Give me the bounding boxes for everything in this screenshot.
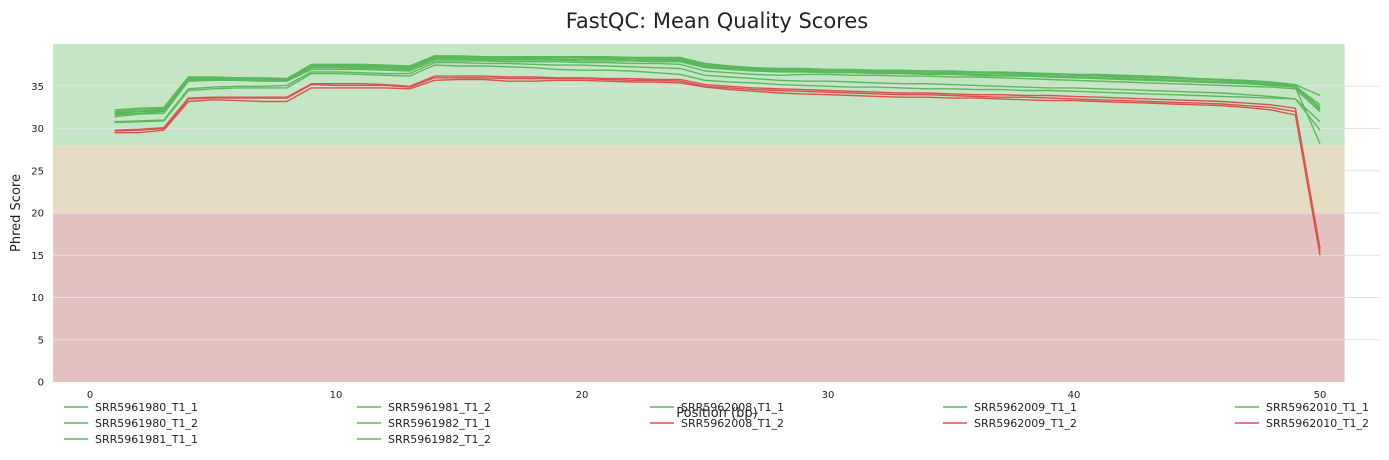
x-tick-label: 10 xyxy=(330,390,343,401)
legend-item[interactable]: SRR5962010_T1_1 xyxy=(1235,401,1369,414)
y-axis-label: Phred Score xyxy=(9,174,24,252)
series-line-SRR5962009_T1_2[interactable] xyxy=(114,78,1321,256)
legend-label: SRR5962009_T1_1 xyxy=(974,401,1077,414)
series-line-SRR5962010_T1_2[interactable] xyxy=(114,77,1321,253)
legend-item[interactable]: SRR5962009_T1_2 xyxy=(943,417,1077,430)
y-tick-label: 0 xyxy=(38,378,44,389)
legend-item[interactable]: SRR5962008_T1_1 xyxy=(650,401,784,414)
series-line-SRR5962010_T1_1[interactable] xyxy=(114,57,1321,114)
series-lines xyxy=(114,55,1321,256)
legend-label: SRR5962008_T1_1 xyxy=(681,401,784,414)
legend-label: SRR5962010_T1_1 xyxy=(1266,401,1369,414)
y-axis-ticks: 0 5 10 15 20 25 30 35 xyxy=(31,82,44,389)
x-tick-label: 40 xyxy=(1068,390,1081,401)
legend-item[interactable]: SRR5961982_T1_2 xyxy=(357,433,491,446)
series-line-SRR5962009_T1_1[interactable] xyxy=(114,56,1321,114)
legend-item[interactable]: SRR5961980_T1_1 xyxy=(64,401,198,414)
legend-label: SRR5961981_T1_1 xyxy=(95,433,198,446)
series-line-SRR5961980_T1_2[interactable] xyxy=(114,64,1321,131)
series-line-SRR5961981_T1_2[interactable] xyxy=(114,61,1321,123)
legend-label: SRR5961981_T1_2 xyxy=(388,401,491,414)
legend-label: SRR5961982_T1_2 xyxy=(388,433,491,446)
y-tick-label: 15 xyxy=(31,251,44,262)
series-line-SRR5961981_T1_1[interactable] xyxy=(114,55,1321,111)
legend-label: SRR5962010_T1_2 xyxy=(1266,417,1369,430)
series-line-SRR5961982_T1_2[interactable] xyxy=(114,60,1321,118)
series-line-SRR5961980_T1_1[interactable] xyxy=(114,56,1321,113)
y-tick-label: 10 xyxy=(31,293,44,304)
x-tick-label: 0 xyxy=(87,390,93,401)
legend-item[interactable]: SRR5961980_T1_2 xyxy=(64,417,198,430)
x-tick-label: 20 xyxy=(576,390,589,401)
legend-item[interactable]: SRR5962008_T1_2 xyxy=(650,417,784,430)
y-tick-label: 30 xyxy=(31,124,44,135)
quality-band-1 xyxy=(53,145,1345,213)
series-line-SRR5962008_T1_2[interactable] xyxy=(114,75,1321,249)
x-tick-label: 50 xyxy=(1314,390,1327,401)
x-tick-label: 30 xyxy=(822,390,835,401)
legend-label: SRR5962009_T1_2 xyxy=(974,417,1077,430)
y-tick-label: 5 xyxy=(38,335,44,346)
series-line-SRR5962008_T1_1[interactable] xyxy=(114,58,1321,144)
legend-label: SRR5961982_T1_1 xyxy=(388,417,491,430)
legend-item[interactable]: SRR5961981_T1_2 xyxy=(357,401,491,414)
legend-item[interactable]: SRR5962010_T1_2 xyxy=(1235,417,1369,430)
y-tick-label: 35 xyxy=(31,82,44,93)
legend-label: SRR5961980_T1_1 xyxy=(95,401,198,414)
x-axis-ticks: 0 10 20 30 40 50 xyxy=(87,390,1327,401)
chart-title: FastQC: Mean Quality Scores xyxy=(566,9,869,33)
legend-label: SRR5961980_T1_2 xyxy=(95,417,198,430)
legend-label: SRR5962008_T1_2 xyxy=(681,417,784,430)
grid-lines xyxy=(54,85,1380,341)
legend-item[interactable]: SRR5961982_T1_1 xyxy=(357,417,491,430)
y-tick-label: 20 xyxy=(31,209,44,220)
legend: SRR5961980_T1_1 SRR5961980_T1_2 SRR5961981… xyxy=(64,401,1369,446)
legend-item[interactable]: SRR5961981_T1_1 xyxy=(64,433,198,446)
legend-item[interactable]: SRR5962009_T1_1 xyxy=(943,401,1077,414)
x-axis-label: Position (bp) xyxy=(676,406,757,421)
y-tick-label: 25 xyxy=(31,166,44,177)
